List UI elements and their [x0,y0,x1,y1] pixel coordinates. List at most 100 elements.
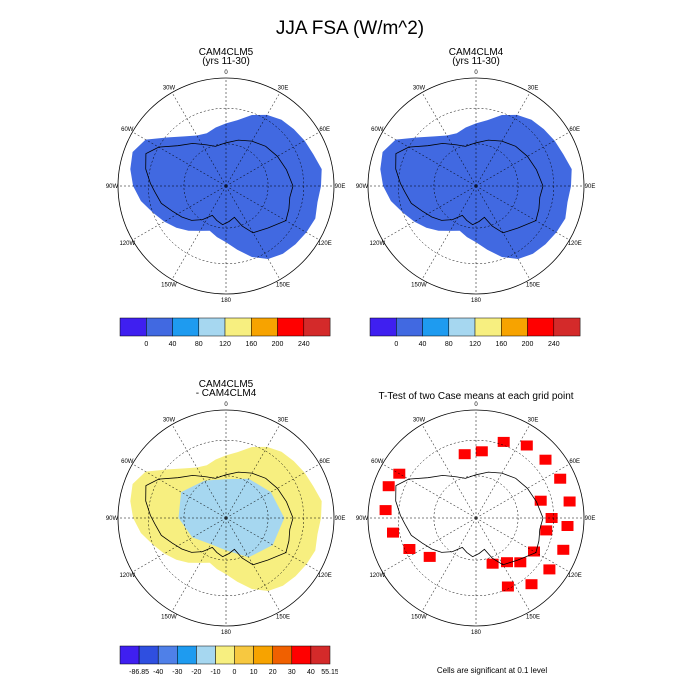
panel-3-map: 0 30E 60E 90E 120E 150E 180 150W 120W 90W 60W 30W [106,402,345,636]
meridian-line [382,131,477,187]
coastline [145,139,294,234]
meridian-line [171,517,227,612]
panel-1-colorbar: 0 40 80 120 160 200 240 [119,317,331,348]
meridian-line [475,463,570,519]
meridian-line [225,92,281,187]
latitude-circle [183,143,269,229]
coastline [395,471,544,566]
meridian-line [132,517,227,573]
longitude-label: 90E [585,184,596,190]
colorbar-label: 120 [469,341,481,348]
significant-cell [475,446,488,457]
colorbar-label: -20 [191,669,201,676]
meridian-line [171,92,227,187]
meridian-line [382,463,477,519]
longitude-label: 60E [569,459,580,465]
significant-cell [501,581,514,592]
meridian-line [475,517,531,612]
colorbar-label: 40 [307,669,315,676]
meridian-line [225,517,281,612]
longitude-label: 180 [221,298,232,304]
colorbar-label: 240 [548,341,560,348]
map-boundary [117,409,335,627]
longitude-label: 150W [161,283,177,289]
significant-cell [379,505,392,516]
colorbar-box [119,317,147,337]
colorbar-label: 20 [269,669,277,676]
colorbar-label: 10 [250,669,258,676]
colorbar-label: 80 [195,341,203,348]
panel-3-colorbar: -86.85 -40 -30 -20 -10 0 10 20 30 40 55.15 [119,645,338,676]
meridian-line [475,517,570,573]
colorbar-box [553,317,581,337]
longitude-label: 90E [585,516,596,522]
significant-cell [554,473,567,484]
panel-3-title: CAM4CLM5 [198,379,254,390]
meridian-line [171,185,227,280]
significant-cell [520,440,533,451]
panel-4-polar-map: 0 30E 60E 90E 120E 150E 180 150W 120W 90W 60W 30W [356,402,595,636]
significant-cell [545,513,558,523]
longitude-label: 30W [163,417,176,423]
colorbar-label: 80 [445,341,453,348]
longitude-label: 150E [276,615,290,621]
longitude-label: 30E [528,85,539,91]
figure-title: JJA FSA (W/m^2) [275,18,425,39]
colorbar-box [177,645,197,665]
longitude-label: 30E [278,85,289,91]
colorbar-box [396,317,423,337]
significant-cell [458,449,471,460]
longitude-label: 120W [119,573,135,579]
colorbar-label: -30 [172,669,182,676]
panel-2-colorbar: 0 40 80 120 160 200 240 [369,317,581,348]
significant-cell [543,564,556,575]
map-boundary [117,77,335,295]
meridian-line [171,424,227,519]
longitude-label: 120W [119,241,135,247]
longitude-label: 90W [356,516,369,522]
colorbar-box [291,645,312,665]
longitude-label: 0 [474,70,478,76]
panel-1-map: 0 30E 60E 90E 120E 150E 180 150W 120W 90W 60W 30W [106,70,345,304]
meridian-line [382,185,477,241]
colorbar-label: -40 [153,669,163,676]
colorbar-box [224,317,252,337]
meridian-line [421,185,477,280]
longitude-label: 120E [568,573,582,579]
significant-cell [382,481,395,492]
meridian-line [225,185,281,280]
longitude-label: 150E [526,283,540,289]
significant-cell [563,496,576,507]
meridian-line [225,517,320,573]
longitude-label: 30W [413,417,426,423]
significant-cell [525,579,538,590]
longitude-label: 120W [369,573,385,579]
significant-cell [501,557,513,568]
colorbar-box [422,317,450,337]
colorbar-box [527,317,555,337]
significant-cell [497,436,510,447]
meridian-line [475,131,570,187]
longitude-label: 60E [319,127,330,133]
colorbar-label: -10 [210,669,220,676]
meridian-line [132,185,227,241]
panel-1-subtitle: (yrs 11-30) [202,56,250,67]
colorbar-label: 0 [233,669,237,676]
latitude-circle [433,475,519,561]
colorbar-label: 0 [144,341,148,348]
longitude-label: 60W [121,127,134,133]
longitude-label: 120E [568,241,582,247]
meridian-line [475,424,531,519]
meridian-line [225,463,320,519]
longitude-label: 120W [369,241,385,247]
longitude-label: 150W [411,283,427,289]
colorbar-label: 40 [419,341,427,348]
longitude-label: 90W [356,184,369,190]
longitude-label: 150E [526,615,540,621]
meridian-line [475,185,570,241]
longitude-label: 120E [318,573,332,579]
panel-3-subtitle: - CAM4CLM4 [195,388,257,399]
longitude-label: 180 [221,630,232,636]
meridian-line [132,131,227,187]
meridian-line [225,131,320,187]
